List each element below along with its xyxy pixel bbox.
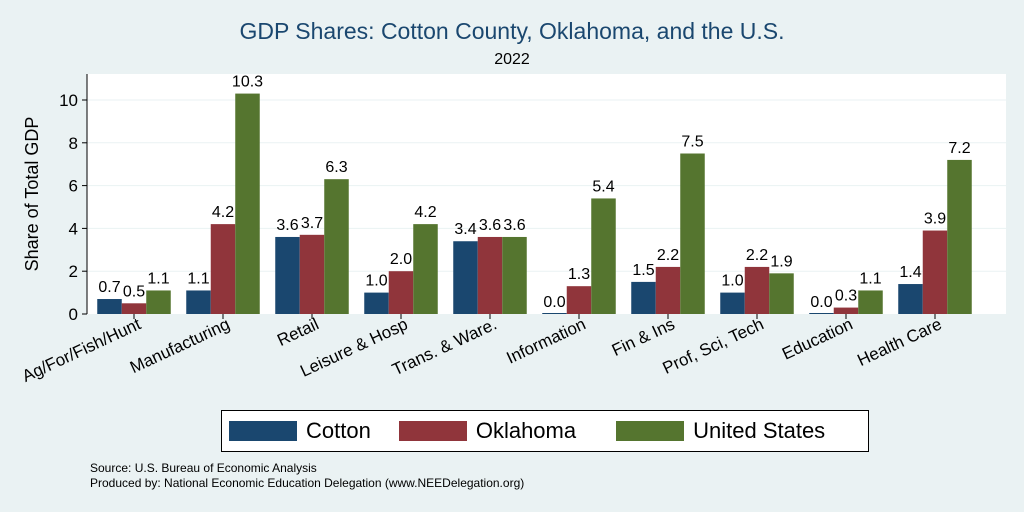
bar-oklahoma [210,224,236,314]
bar-cotton [631,281,656,314]
bar-united-states [146,290,171,314]
legend-swatch [616,421,685,441]
data-label: 3.9 [924,211,946,228]
bar-oklahoma [922,230,948,314]
legend-swatch [229,421,297,441]
x-tick-label: Education [779,314,856,363]
y-tick-label: 0 [69,305,78,324]
data-label: 1.4 [899,264,921,281]
data-label: 2.2 [746,247,768,264]
y-tick-label: 6 [69,177,78,196]
bar-united-states [235,93,260,314]
data-label: 0.0 [543,294,565,311]
x-tick-label: Information [504,314,589,367]
bar-united-states [502,236,527,314]
data-label: 4.2 [212,204,234,221]
bar-cotton [275,236,300,314]
chart-title: GDP Shares: Cotton County, Oklahoma, and… [239,18,785,44]
bar-cotton [720,292,745,314]
data-label: 0.5 [123,283,145,300]
legend-label: Oklahoma [475,418,577,443]
produced-by-text: Produced by: National Economic Education… [90,476,525,490]
bar-cotton [186,290,211,314]
data-label: 6.3 [325,159,347,176]
data-label: 3.4 [454,221,476,238]
bar-oklahoma [833,307,859,314]
y-tick-label: 4 [69,219,78,238]
x-tick-label: Prof, Sci, Tech [660,314,767,377]
data-label: 1.5 [632,262,654,279]
bar-united-states [769,273,794,314]
y-tick-label: 2 [69,262,78,281]
bar-cotton [542,313,567,314]
y-tick-label: 10 [59,91,78,110]
legend-item: Cotton [229,418,371,444]
data-label: 2.2 [657,247,679,264]
bar-united-states [858,290,883,314]
bar-oklahoma [477,236,503,314]
data-label: 1.0 [365,273,387,290]
bar-cotton [364,292,389,314]
data-label: 1.3 [568,266,590,283]
data-label: 1.1 [859,270,881,287]
data-label: 10.3 [232,74,263,91]
data-label: 0.7 [98,279,120,296]
bar-united-states [947,159,972,314]
bar-cotton [898,284,923,314]
data-label: 0.3 [835,288,857,305]
x-tick-label: Health Care [854,314,944,370]
data-label: 3.6 [503,217,525,234]
data-label: 5.4 [592,178,614,195]
x-tick-label: Ag/For/Fish/Hunt [19,314,144,386]
bar-united-states [591,198,616,314]
legend-item: United States [616,418,825,444]
data-label: 3.7 [301,215,323,232]
data-label: 0.0 [810,294,832,311]
data-label: 1.1 [147,270,169,287]
source-note: Source: U.S. Bureau of Economic Analysis… [90,461,524,491]
x-tick-label: Retail [274,314,321,350]
legend-label: United States [693,418,826,443]
data-label: 1.0 [721,273,743,290]
legend-label: Cotton [306,418,371,443]
bar-oklahoma [121,303,147,314]
legend: Cotton Oklahoma United States [221,410,869,452]
y-axis-label: Share of Total GDP [22,117,42,272]
bar-united-states [680,153,705,314]
data-label: 1.1 [187,270,209,287]
data-label: 7.5 [681,134,703,151]
y-tick-label: 8 [69,134,78,153]
bar-chart: 0.7 0.51.1 1.14.210.33.6 3.76.31.02.04.23.4… [19,74,1006,386]
bar-oklahoma [388,271,414,314]
bar-oklahoma [655,266,681,314]
x-tick-label: Manufacturing [127,314,233,377]
source-text: Source: U.S. Bureau of Economic Analysis [90,461,317,475]
data-label: 1.9 [770,253,792,270]
bar-cotton [97,299,122,314]
data-label: 7.2 [948,140,970,157]
data-label: 4.2 [414,204,436,221]
bar-united-states [324,179,349,314]
legend-item: Oklahoma [398,418,577,444]
data-label: 2.0 [390,251,412,268]
bar-cotton [809,313,834,314]
bar-united-states [413,224,438,314]
bar-oklahoma [744,266,770,314]
bar-oklahoma [566,286,592,314]
chart-subtitle: 2022 [494,51,530,68]
data-label: 3.6 [276,217,298,234]
data-label: 3.6 [479,217,501,234]
x-tick-label: Fin & Ins [609,314,678,360]
bar-cotton [453,241,478,314]
bar-oklahoma [299,234,325,314]
legend-swatch [398,421,467,441]
